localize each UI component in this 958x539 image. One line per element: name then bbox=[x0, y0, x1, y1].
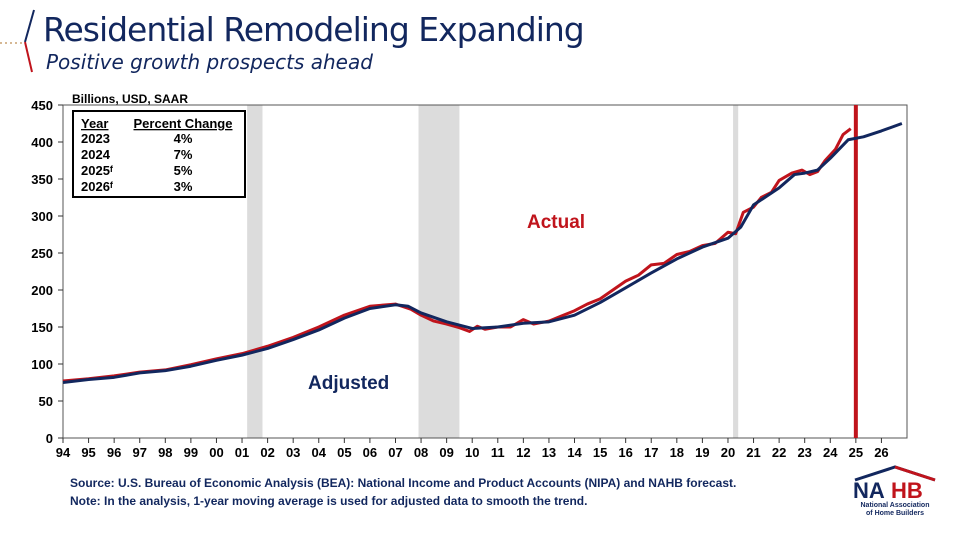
annotation-actual: Actual bbox=[527, 212, 585, 233]
x-tick-label: 09 bbox=[439, 445, 453, 460]
recession-band bbox=[247, 105, 263, 438]
x-tick-label: 08 bbox=[414, 445, 428, 460]
x-tick-label: 13 bbox=[542, 445, 556, 460]
x-tick-label: 98 bbox=[158, 445, 172, 460]
x-tick-label: 17 bbox=[644, 445, 658, 460]
table-change: 5% bbox=[174, 163, 193, 178]
plot-frame bbox=[62, 104, 908, 439]
x-tick-label: 07 bbox=[388, 445, 402, 460]
page-subtitle: Positive growth prospects ahead bbox=[46, 50, 373, 74]
nahb-logo: NA HB National Association of Home Build… bbox=[853, 465, 936, 517]
svg-text:National Association: National Association bbox=[861, 502, 930, 509]
table-year: 2023 bbox=[81, 131, 110, 146]
x-tick-label: 14 bbox=[567, 445, 582, 460]
x-tick-label: 00 bbox=[209, 445, 223, 460]
x-tick-label: 06 bbox=[363, 445, 377, 460]
x-tick-label: 23 bbox=[797, 445, 811, 460]
x-tick-label: 19 bbox=[695, 445, 709, 460]
source-note: Source: U.S. Bureau of Economic Analysis… bbox=[70, 476, 737, 490]
y-tick-label: 300 bbox=[31, 209, 53, 224]
x-tick-label: 12 bbox=[516, 445, 530, 460]
y-tick-label: 100 bbox=[31, 357, 53, 372]
y-tick-label: 450 bbox=[31, 98, 53, 113]
svg-text:HB: HB bbox=[891, 478, 923, 503]
unit-label: Billions, USD, SAAR bbox=[72, 92, 188, 106]
x-tick-label: 97 bbox=[132, 445, 146, 460]
x-tick-label: 94 bbox=[56, 445, 71, 460]
x-tick-label: 24 bbox=[823, 445, 838, 460]
x-tick-label: 04 bbox=[312, 445, 327, 460]
table-year: 2024 bbox=[81, 147, 111, 162]
recession-band bbox=[733, 105, 739, 438]
x-tick-label: 02 bbox=[260, 445, 274, 460]
x-tick-label: 05 bbox=[337, 445, 351, 460]
x-tick-label: 96 bbox=[107, 445, 121, 460]
analysis-note: Note: In the analysis, 1-year moving ave… bbox=[70, 494, 588, 508]
x-tick-label: 99 bbox=[184, 445, 198, 460]
x-tick-label: 15 bbox=[593, 445, 607, 460]
x-tick-label: 16 bbox=[618, 445, 632, 460]
svg-text:of Home Builders: of Home Builders bbox=[866, 510, 924, 517]
x-tick-label: 25 bbox=[849, 445, 863, 460]
y-tick-label: 0 bbox=[46, 431, 53, 446]
y-tick-label: 350 bbox=[31, 172, 53, 187]
page-title: Residential Remodeling Expanding bbox=[43, 10, 585, 49]
x-tick-label: 26 bbox=[874, 445, 888, 460]
y-tick-label: 250 bbox=[31, 246, 53, 261]
annotation-adjusted: Adjusted bbox=[308, 373, 389, 394]
x-tick-label: 21 bbox=[746, 445, 760, 460]
svg-text:NA: NA bbox=[853, 478, 885, 503]
y-tick-label: 150 bbox=[31, 320, 53, 335]
x-tick-label: 20 bbox=[721, 445, 735, 460]
table-change: 4% bbox=[174, 131, 193, 146]
x-tick-label: 01 bbox=[235, 445, 249, 460]
series-line-adjusted bbox=[62, 122, 903, 384]
x-tick-label: 03 bbox=[286, 445, 300, 460]
table-header-change: Percent Change bbox=[134, 116, 233, 131]
x-tick-label: 95 bbox=[81, 445, 95, 460]
table-change: 7% bbox=[174, 147, 193, 162]
y-tick-label: 400 bbox=[31, 135, 53, 150]
table-year: 2025ᶠ bbox=[81, 163, 113, 178]
title-accent bbox=[0, 9, 35, 73]
x-tick-label: 11 bbox=[491, 445, 505, 460]
recession-band bbox=[418, 105, 460, 438]
x-tick-label: 10 bbox=[465, 445, 479, 460]
x-tick-label: 22 bbox=[772, 445, 786, 460]
table-change: 3% bbox=[174, 179, 193, 194]
y-tick-label: 200 bbox=[31, 283, 53, 298]
table-header-year: Year bbox=[81, 116, 108, 131]
y-tick-label: 50 bbox=[39, 394, 53, 409]
table-year: 2026ᶠ bbox=[81, 179, 113, 194]
x-tick-label: 18 bbox=[670, 445, 684, 460]
percent-change-table bbox=[72, 110, 246, 198]
